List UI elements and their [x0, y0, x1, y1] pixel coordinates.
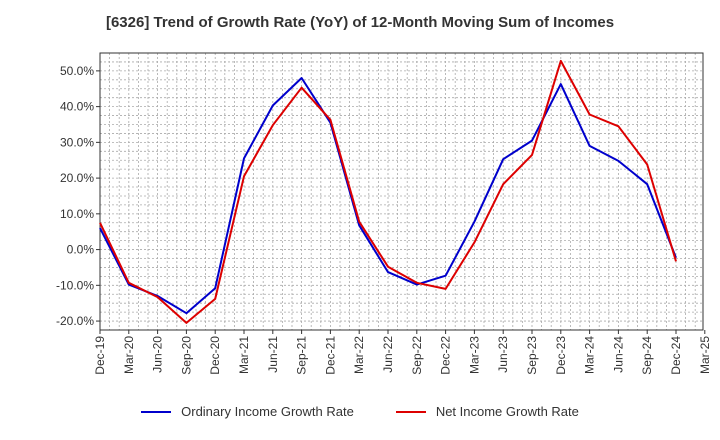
x-tick-label: Mar-24: [583, 336, 597, 374]
x-tick-label: Sep-21: [295, 336, 309, 375]
x-tick-label: Mar-25: [698, 336, 712, 374]
x-tick-label: Sep-24: [640, 336, 654, 375]
x-tick-label: Jun-22: [381, 336, 395, 373]
x-tick-label: Mar-23: [467, 336, 481, 374]
y-tick-label: -20.0%: [56, 314, 94, 328]
x-tick-label: Jun-24: [611, 336, 625, 373]
x-tick-label: Sep-23: [525, 336, 539, 375]
legend-swatch-ordinary-income: [141, 410, 172, 413]
x-tick-label: Jun-21: [266, 336, 280, 373]
series-line-ordinary-income: [99, 77, 677, 315]
legend-label-ordinary-income: Ordinary Income Growth Rate: [181, 404, 354, 419]
chart-title: [6326] Trend of Growth Rate (YoY) of 12-…: [105, 14, 615, 31]
x-tick-label: Sep-20: [179, 336, 193, 375]
y-tick-label: -10.0%: [56, 278, 94, 292]
series-line-net-income: [99, 59, 677, 324]
y-tick-label: 40.0%: [60, 100, 94, 114]
x-tick-label: Jun-23: [496, 336, 510, 373]
x-tick-label: Dec-23: [554, 336, 568, 375]
plot-frame: [99, 52, 704, 331]
axes: 50.0% 40.0% 30.0% 20.0% 10.0% 0.0% -10.0% -20.0…: [56, 52, 712, 375]
x-tick-label: Dec-20: [208, 336, 222, 375]
x-tick-label: Sep-22: [410, 336, 424, 375]
y-tick-label: 0.0%: [67, 243, 95, 257]
legend: Ordinary Income Growth Rate Net Income G…: [0, 404, 720, 419]
x-tick-label: Dec-22: [439, 336, 453, 375]
y-tick-label: 10.0%: [60, 207, 94, 221]
x-tick-label: Mar-22: [352, 336, 366, 374]
x-tick-label: Dec-19: [93, 336, 107, 375]
legend-item-net-income: Net Income Growth Rate: [395, 404, 579, 419]
legend-label-net-income: Net Income Growth Rate: [435, 404, 579, 419]
x-tick-label: Mar-21: [237, 336, 251, 374]
x-tick-label: Dec-21: [323, 336, 337, 375]
y-tick-label: 20.0%: [60, 171, 94, 185]
x-tick-label: Mar-20: [122, 336, 136, 374]
y-tick-label: 30.0%: [60, 135, 94, 149]
series-lines: [99, 59, 677, 324]
x-tick-label: Dec-24: [669, 336, 683, 375]
y-tick-label: 50.0%: [60, 64, 94, 78]
x-tick-label: Jun-20: [151, 336, 165, 373]
legend-swatch-net-income: [395, 410, 426, 413]
legend-item-ordinary-income: Ordinary Income Growth Rate: [141, 404, 354, 419]
grid: [99, 52, 703, 330]
